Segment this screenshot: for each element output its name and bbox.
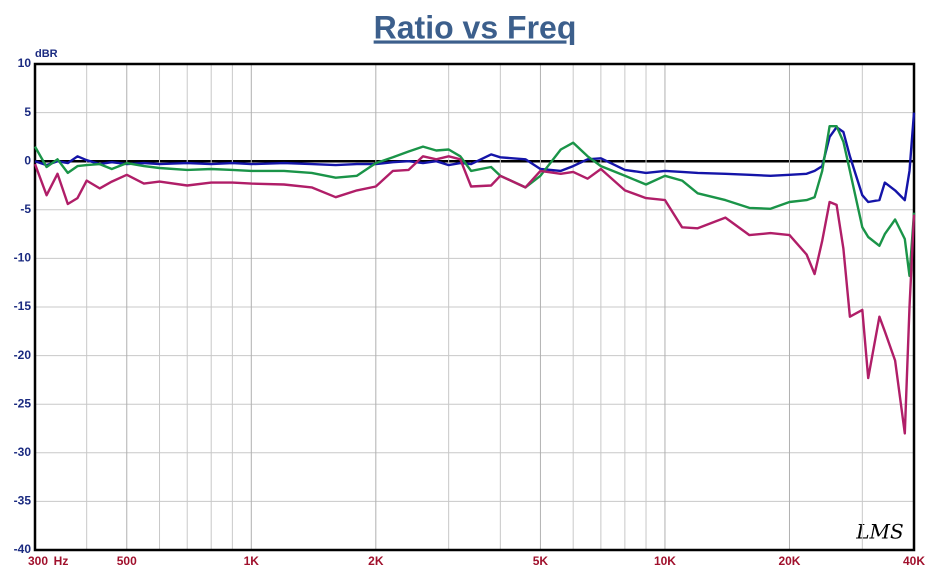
y-tick-label: -35 — [14, 494, 32, 508]
y-tick-label: 0 — [24, 153, 31, 167]
x-tick-label: 10K — [654, 554, 676, 568]
y-tick-label: -20 — [14, 348, 32, 362]
series-line — [34, 112, 916, 204]
y-tick-label: -10 — [14, 251, 32, 265]
x-tick-label: 300 — [28, 554, 48, 568]
x-tick-label: 40K — [903, 554, 925, 568]
y-tick-label: 5 — [24, 105, 31, 119]
y-tick-label: -15 — [14, 299, 32, 313]
x-unit: Hz — [54, 554, 69, 568]
x-tick-label: 1K — [244, 554, 260, 568]
series-line — [33, 155, 916, 435]
y-tick-label: 10 — [18, 56, 32, 70]
y-tick-label: -5 — [20, 202, 31, 216]
y-tick-label: -40 — [14, 542, 32, 556]
y-tick-label: -30 — [14, 445, 32, 459]
chart-title: Ratio vs Freq — [374, 9, 577, 45]
plot-frame — [33, 62, 916, 552]
x-tick-label: 500 — [117, 554, 137, 568]
series-line — [33, 125, 916, 278]
x-tick-label: 20K — [778, 554, 800, 568]
y-axis-label: dBR — [35, 48, 58, 60]
y-tick-label: -25 — [14, 396, 32, 410]
x-tick-label: 2K — [368, 554, 384, 568]
x-tick-label: 5K — [533, 554, 549, 568]
watermark: LMS — [855, 520, 903, 544]
